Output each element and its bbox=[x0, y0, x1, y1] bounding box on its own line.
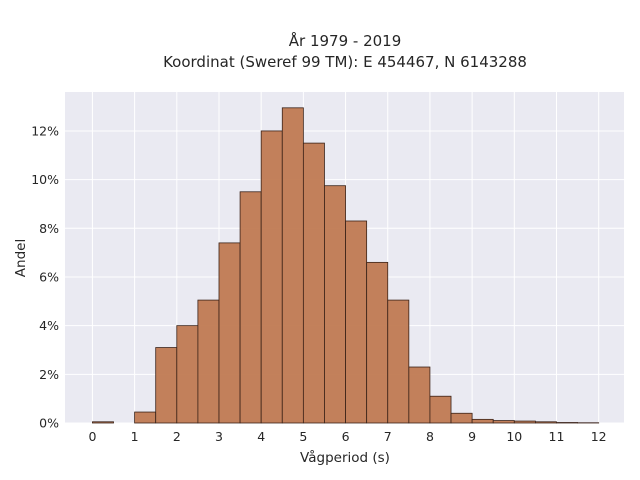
histogram-bar-20 bbox=[513, 420, 536, 424]
histogram-bar-3 bbox=[155, 347, 178, 424]
histogram-bar-16 bbox=[429, 395, 452, 424]
histogram-bar-6 bbox=[218, 242, 241, 424]
histogram-bar-2 bbox=[134, 411, 157, 424]
x-tick-label-4: 4 bbox=[257, 429, 265, 444]
histogram-bar-0 bbox=[92, 421, 114, 424]
histogram-bar-11 bbox=[324, 185, 346, 424]
x-tick-label-12: 12 bbox=[591, 429, 607, 444]
x-tick-label-11: 11 bbox=[549, 429, 565, 444]
histogram-bar-7 bbox=[239, 191, 262, 424]
histogram-bar-12 bbox=[345, 220, 368, 424]
histogram-bar-4 bbox=[176, 325, 199, 424]
x-tick-label-7: 7 bbox=[384, 429, 392, 444]
x-axis-ticks: 0 1 2 3 4 5 6 7 8 9 10 11 12 bbox=[88, 429, 606, 444]
histogram-bar-10 bbox=[302, 142, 325, 424]
histogram-bar-9 bbox=[281, 107, 304, 424]
histogram-bar-17 bbox=[450, 412, 473, 424]
histogram-bar-5 bbox=[197, 299, 220, 424]
x-tick-label-10: 10 bbox=[506, 429, 522, 444]
x-tick-label-5: 5 bbox=[299, 429, 307, 444]
x-tick-label-3: 3 bbox=[215, 429, 223, 444]
x-tick-label-6: 6 bbox=[342, 429, 350, 444]
histogram-bar-13 bbox=[366, 261, 389, 424]
x-tick-label-0: 0 bbox=[88, 429, 96, 444]
x-tick-label-2: 2 bbox=[173, 429, 181, 444]
y-tick-label-0: 0% bbox=[39, 416, 59, 431]
x-axis-label: Vågperiod (s) bbox=[300, 449, 390, 466]
chart-title-line-1: År 1979 - 2019 bbox=[289, 31, 402, 50]
histogram-bar-8 bbox=[260, 130, 283, 424]
y-tick-label-6: 12% bbox=[31, 123, 59, 138]
y-tick-label-2: 4% bbox=[39, 318, 59, 333]
y-tick-label-1: 2% bbox=[39, 367, 59, 382]
histogram-bar-19 bbox=[492, 420, 515, 424]
y-tick-label-4: 8% bbox=[39, 221, 59, 236]
bars bbox=[92, 107, 600, 424]
histogram-bar-15 bbox=[408, 366, 431, 424]
histogram-bar-14 bbox=[387, 299, 410, 424]
y-tick-label-5: 10% bbox=[31, 172, 59, 187]
y-tick-label-3: 6% bbox=[39, 269, 59, 284]
x-tick-label-9: 9 bbox=[468, 429, 476, 444]
chart-title-line-2: Koordinat (Sweref 99 TM): E 454467, N 61… bbox=[163, 53, 527, 71]
y-axis-ticks: 0% 2% 4% 6% 8% 10% 12% bbox=[31, 123, 59, 430]
x-tick-label-1: 1 bbox=[131, 429, 139, 444]
histogram-bar-21 bbox=[535, 421, 557, 424]
histogram-bar-18 bbox=[471, 418, 494, 424]
x-tick-label-8: 8 bbox=[426, 429, 434, 444]
y-axis-label: Andel bbox=[13, 239, 29, 277]
